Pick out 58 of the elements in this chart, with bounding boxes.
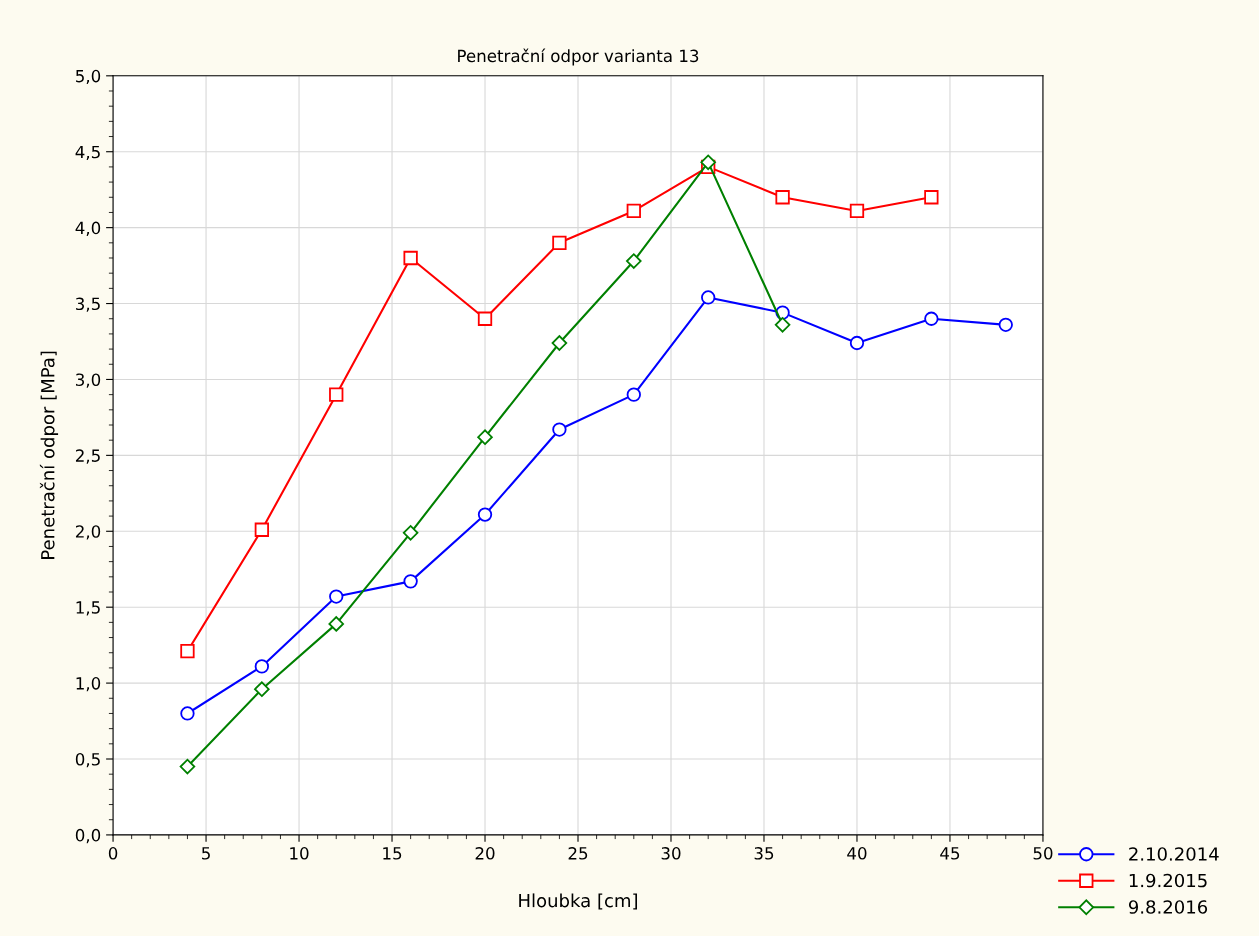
x-tick-label: 5 [202, 847, 210, 860]
point [626, 203, 641, 219]
point [924, 190, 939, 205]
point [552, 422, 567, 437]
point [551, 335, 568, 351]
point [924, 311, 939, 326]
point [328, 616, 345, 632]
point [403, 574, 418, 589]
y-tick-label: 5,0 [76, 69, 101, 85]
point [701, 290, 716, 305]
y-tick-label: 1,5 [76, 601, 100, 616]
y-tick-label: 3,0 [76, 373, 101, 388]
x-tick-label: 20 [475, 847, 495, 860]
y-tick-label: 1,0 [76, 677, 101, 692]
x-tick-label: 15 [383, 847, 402, 860]
point [179, 758, 196, 775]
x-tick-label: 35 [754, 847, 774, 860]
point [180, 644, 195, 659]
y-tick-label: 4,0 [75, 221, 101, 236]
point [775, 190, 790, 205]
point [552, 235, 567, 250]
point [477, 429, 493, 445]
x-tick-label: 10 [290, 847, 309, 860]
point [254, 681, 270, 697]
x-tick-label: 0 [108, 847, 118, 860]
point [329, 387, 344, 402]
y-tick-label: 2,5 [75, 449, 100, 464]
point [477, 311, 493, 326]
x-tick-label: 50 [1033, 847, 1053, 860]
x-tick-label: 40 [847, 847, 867, 860]
x-tick-label: 25 [568, 847, 588, 860]
point [700, 154, 716, 171]
y-axis-title: Penetrační odpor [MPa] [39, 351, 59, 559]
x-tick-label: 30 [661, 847, 681, 860]
x-tick-label: 45 [940, 847, 960, 860]
point [626, 253, 642, 269]
legend-label: 9.8.2016 [1128, 900, 1208, 914]
point [180, 706, 195, 721]
point [849, 335, 865, 351]
legend-label: 2.10.2014 [1129, 847, 1219, 861]
point [477, 507, 493, 522]
point [774, 317, 791, 333]
point [329, 589, 344, 604]
y-tick-label: 2,0 [75, 525, 101, 540]
point [402, 525, 419, 541]
chart-title: Penetrační odpor varianta 13 [458, 48, 699, 66]
y-tick-label: 3,5 [76, 297, 100, 312]
y-tick-label: 4,5 [75, 145, 100, 160]
y-tick-label: 0,5 [75, 752, 100, 768]
point [254, 522, 269, 537]
point [626, 387, 641, 402]
point [849, 203, 865, 219]
legend-label: 1.9.2015 [1129, 873, 1207, 888]
point [403, 250, 418, 266]
y-tick-label: 0,0 [75, 828, 101, 844]
x-axis-title: Hloubka [cm] [519, 893, 637, 910]
point [254, 659, 269, 674]
point [998, 317, 1013, 332]
